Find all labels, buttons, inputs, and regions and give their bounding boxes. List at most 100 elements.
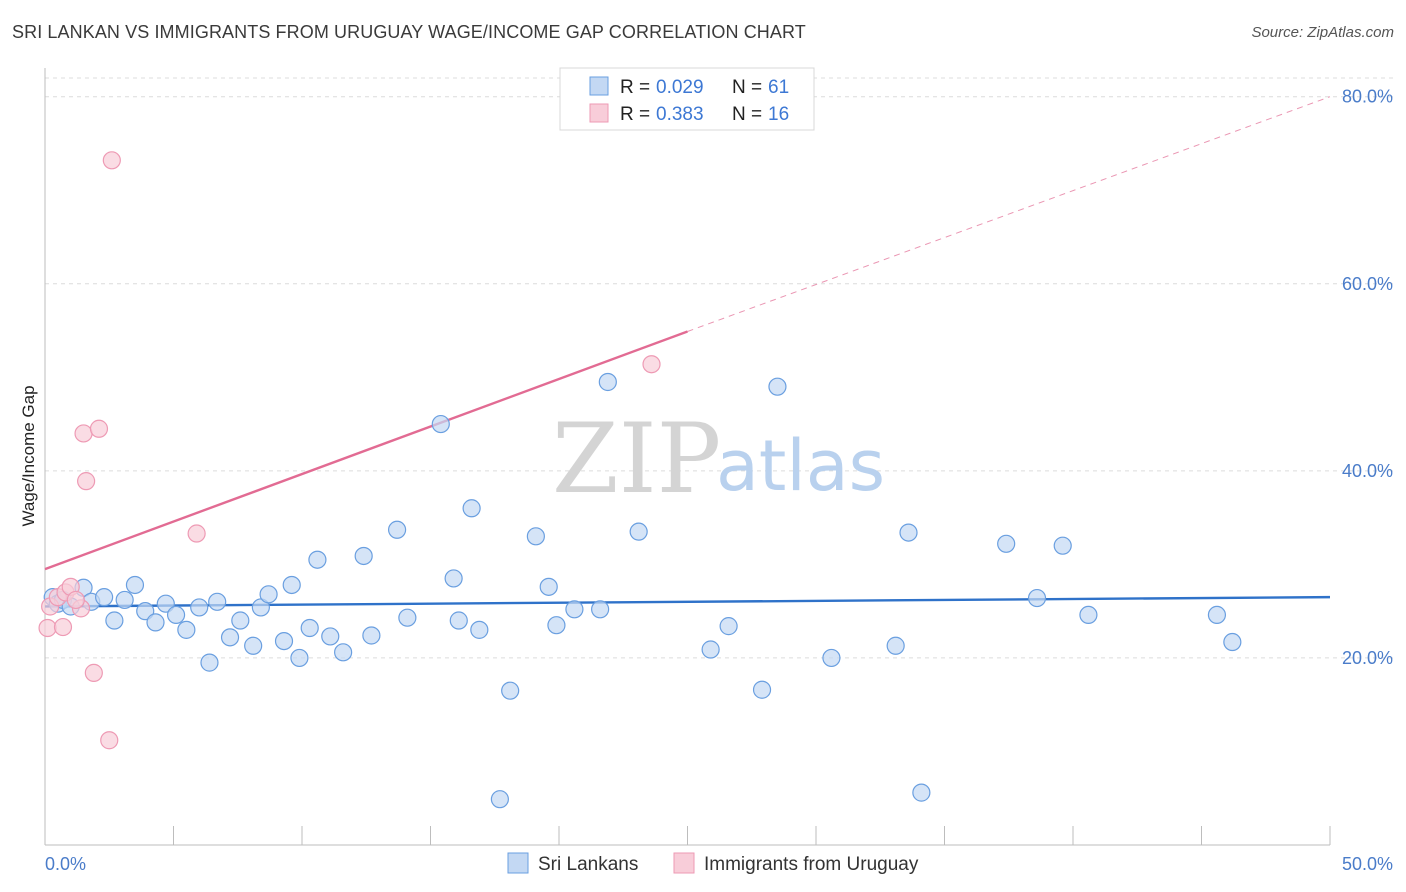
trend-line-1 bbox=[44, 595, 1331, 608]
data-point-series-1 bbox=[125, 575, 145, 595]
bottom-legend-swatch-uruguay bbox=[673, 852, 695, 874]
legend-swatch-sri-lankans bbox=[589, 76, 609, 96]
legend-row-2: R = 0.383 N = 16 bbox=[589, 103, 789, 125]
data-point-series-1 bbox=[591, 600, 610, 619]
data-point-series-1 bbox=[398, 608, 417, 627]
bottom-legend: Sri Lankans Immigrants from Uruguay bbox=[507, 852, 919, 875]
x-tick-labels: 0.0% 50.0% bbox=[45, 854, 1393, 874]
data-point-series-1 bbox=[565, 600, 584, 619]
data-point-series-1 bbox=[244, 636, 263, 655]
data-point-series-1 bbox=[1079, 605, 1098, 625]
y-tick-labels: 20.0% 40.0% 60.0% 80.0% bbox=[1342, 87, 1393, 668]
data-point-series-2 bbox=[642, 355, 661, 374]
data-point-series-1 bbox=[290, 648, 309, 668]
data-point-series-1 bbox=[156, 594, 175, 613]
x-tick-label: 50.0% bbox=[1342, 854, 1393, 874]
data-point-series-1 bbox=[259, 585, 278, 604]
data-point-series-1 bbox=[701, 640, 720, 659]
data-point-series-1 bbox=[177, 620, 196, 639]
x-tick-label: 0.0% bbox=[45, 854, 86, 874]
data-point-series-2 bbox=[102, 151, 121, 170]
data-point-series-1 bbox=[95, 588, 114, 607]
legend-n-value: 16 bbox=[768, 104, 789, 125]
data-point-series-1 bbox=[208, 592, 227, 611]
legend-n-label: N = bbox=[732, 104, 762, 125]
data-point-series-1 bbox=[200, 653, 219, 672]
legend-swatch-uruguay bbox=[589, 103, 609, 123]
data-point-series-2 bbox=[100, 731, 119, 750]
data-point-series-2 bbox=[89, 419, 109, 438]
data-point-series-1 bbox=[462, 499, 481, 518]
data-point-series-1 bbox=[912, 783, 931, 802]
chart-title: SRI LANKAN VS IMMIGRANTS FROM URUGUAY WA… bbox=[12, 22, 806, 42]
axes bbox=[44, 68, 1331, 846]
data-point-series-1 bbox=[282, 575, 301, 595]
data-point-series-1 bbox=[768, 377, 787, 396]
data-point-series-2 bbox=[84, 663, 103, 682]
data-point-series-1 bbox=[526, 527, 545, 546]
data-point-series-2 bbox=[77, 472, 96, 491]
source-credit: Source: ZipAtlas.com bbox=[1251, 24, 1394, 41]
legend-r-label: R = bbox=[620, 104, 650, 125]
data-point-series-1 bbox=[997, 534, 1016, 553]
watermark: ZIP atlas bbox=[552, 403, 885, 515]
trend-line-2 bbox=[44, 330, 688, 571]
bottom-legend-label-sri-lankans: Sri Lankans bbox=[538, 854, 638, 875]
data-point-series-1 bbox=[539, 577, 558, 596]
watermark-atlas: atlas bbox=[716, 425, 885, 507]
data-point-series-1 bbox=[300, 618, 319, 638]
data-point-series-1 bbox=[822, 648, 841, 668]
y-axis-label: Wage/Income Gap bbox=[19, 385, 38, 526]
data-point-series-1 bbox=[1207, 605, 1227, 625]
data-point-series-1 bbox=[886, 636, 905, 655]
data-point-series-1 bbox=[190, 598, 209, 617]
legend-r-label: R = bbox=[620, 77, 650, 98]
data-point-series-1 bbox=[166, 605, 186, 625]
data-point-series-2 bbox=[53, 617, 73, 637]
data-point-series-1 bbox=[136, 602, 155, 621]
data-point-series-1 bbox=[598, 372, 617, 392]
y-tick-label: 60.0% bbox=[1342, 274, 1393, 294]
bottom-legend-label-uruguay: Immigrants from Uruguay bbox=[704, 854, 919, 875]
data-point-series-1 bbox=[105, 611, 124, 630]
data-point-series-1 bbox=[1053, 536, 1072, 555]
data-point-series-1 bbox=[146, 613, 165, 632]
legend: R = 0.029 N = 61 R = 0.383 N = 16 bbox=[559, 67, 815, 131]
legend-r-value: 0.029 bbox=[656, 77, 704, 98]
data-point-series-2 bbox=[66, 590, 85, 610]
legend-n-label: N = bbox=[732, 77, 762, 98]
data-point-series-1 bbox=[1223, 632, 1242, 652]
data-point-series-1 bbox=[1027, 588, 1047, 608]
data-point-series-1 bbox=[321, 627, 340, 646]
legend-n-value: 61 bbox=[768, 77, 789, 98]
data-point-series-1 bbox=[470, 620, 489, 639]
data-point-series-1 bbox=[629, 522, 648, 541]
data-point-series-2 bbox=[187, 524, 206, 543]
data-point-series-1 bbox=[431, 414, 450, 434]
legend-r-value: 0.383 bbox=[656, 104, 704, 125]
data-point-series-1 bbox=[354, 546, 373, 566]
data-point-series-1 bbox=[334, 643, 353, 662]
data-point-series-2 bbox=[74, 424, 93, 443]
data-point-series-1 bbox=[115, 590, 134, 610]
data-point-series-1 bbox=[274, 631, 294, 651]
watermark-zip: ZIP bbox=[552, 403, 721, 515]
data-point-series-1 bbox=[490, 790, 509, 809]
data-point-series-1 bbox=[547, 616, 566, 635]
y-tick-label: 40.0% bbox=[1342, 461, 1393, 481]
data-point-series-2 bbox=[38, 618, 57, 638]
data-point-series-1 bbox=[220, 628, 240, 647]
data-point-series-1 bbox=[308, 550, 327, 569]
y-tick-label: 20.0% bbox=[1342, 648, 1393, 668]
data-point-series-1 bbox=[362, 626, 381, 645]
data-point-series-1 bbox=[449, 611, 468, 630]
data-point-series-1 bbox=[899, 523, 918, 542]
bottom-legend-swatch-sri-lankans bbox=[507, 852, 529, 874]
data-point-series-1 bbox=[444, 569, 463, 588]
data-point-series-1 bbox=[387, 520, 407, 539]
data-point-series-1 bbox=[501, 681, 520, 700]
y-tick-label: 80.0% bbox=[1342, 87, 1393, 107]
trend-lines bbox=[44, 96, 1331, 608]
legend-row-1: R = 0.029 N = 61 bbox=[589, 76, 789, 98]
